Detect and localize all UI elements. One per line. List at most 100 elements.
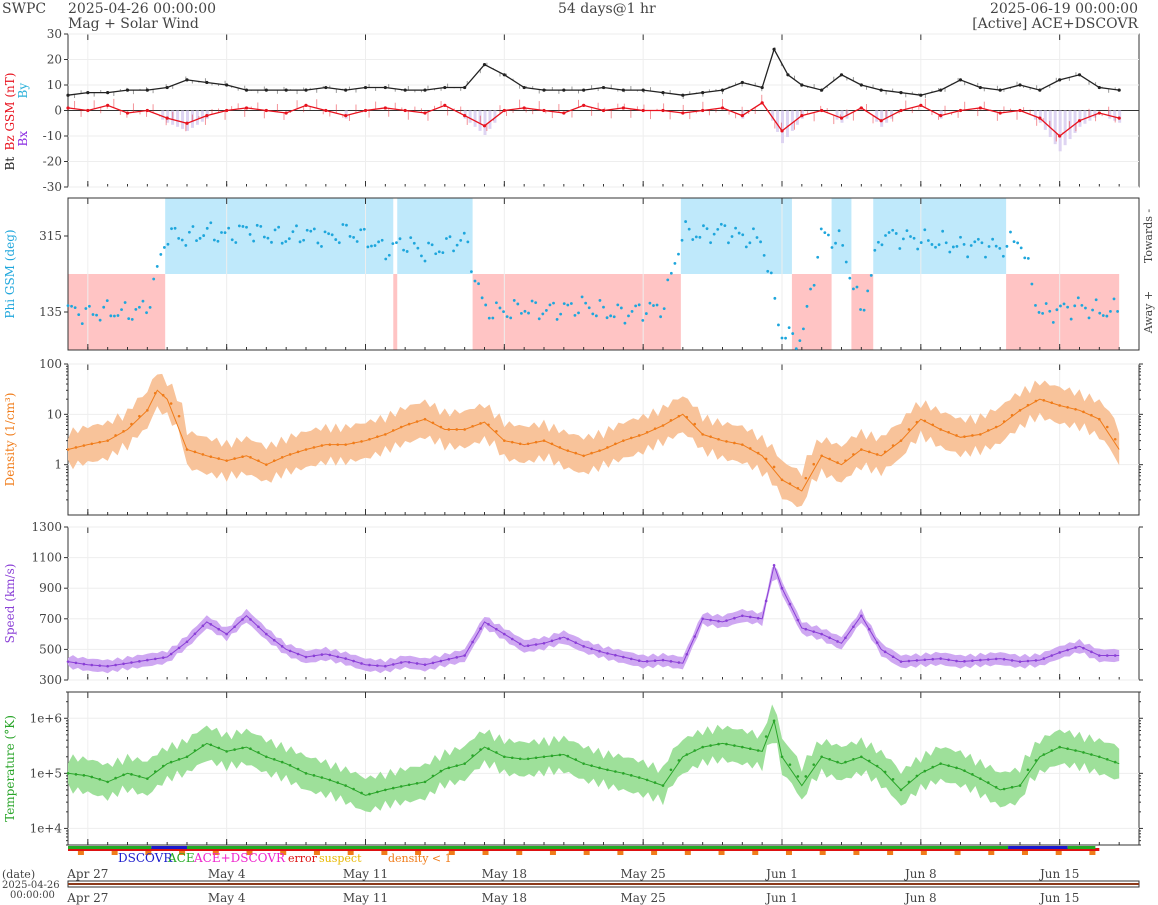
temperature-point (701, 745, 704, 749)
temperature-point (431, 774, 435, 778)
phi-point (184, 244, 188, 247)
phi-point (427, 241, 430, 245)
phi-point (562, 302, 566, 306)
phi-sector-band (393, 274, 398, 350)
temperature-point (860, 755, 863, 759)
phi-point (901, 237, 905, 241)
speed-point (384, 664, 387, 668)
density-point (265, 463, 268, 466)
density-point (979, 433, 982, 436)
phi-point (327, 232, 331, 236)
phi-point (323, 230, 327, 234)
mag-bz-point (839, 116, 844, 120)
phi-point (1019, 246, 1023, 250)
phi-point (416, 246, 420, 250)
phi-point (805, 304, 809, 308)
phi-point (912, 236, 916, 240)
bz-negative-shade (835, 110, 839, 120)
density-point (558, 446, 562, 449)
phi-point (644, 312, 648, 315)
density-point (384, 433, 387, 436)
mag-bt-point (899, 91, 903, 95)
phi-point (976, 237, 980, 241)
bz-negative-shade (473, 110, 477, 127)
density-point (1066, 405, 1069, 409)
mag-bz-point (582, 103, 586, 107)
density-point (1002, 420, 1006, 423)
density-point (249, 456, 252, 459)
mag-bt-point (786, 73, 790, 77)
phi-point (223, 231, 227, 235)
phi-point (448, 235, 452, 239)
mag-bt-point (681, 93, 685, 97)
speed-point (828, 636, 831, 640)
phi-point (762, 254, 766, 257)
density-point (185, 448, 189, 451)
speed-point (772, 563, 776, 567)
phi-point (420, 254, 423, 258)
phi-right-label-away: Away + (1142, 291, 1155, 334)
mag-bt-point (939, 88, 943, 92)
density-point (963, 435, 966, 438)
temperature-point (955, 766, 958, 770)
bz-negative-shade (785, 110, 789, 138)
temperature-point (669, 768, 673, 772)
temperature-point (360, 791, 363, 795)
mag-bt-point (800, 83, 804, 87)
temperature-point (653, 781, 657, 784)
phi-point (470, 270, 473, 274)
density-lt1-marker (684, 851, 691, 855)
temperature-point (883, 770, 887, 774)
mag-bz-point (145, 108, 149, 113)
phi-point (591, 312, 595, 316)
temperature-point (598, 766, 601, 770)
phi-point (459, 239, 463, 242)
phi-point (245, 225, 248, 229)
temperature-point (685, 753, 689, 756)
density-point (344, 443, 347, 446)
mag-bz-point (403, 108, 407, 113)
phi-point (491, 316, 495, 320)
temperature-point (90, 775, 94, 779)
phi-point (569, 302, 573, 305)
speed-point (788, 602, 792, 606)
time-start: 00:00:00 (10, 890, 55, 901)
mag-bt-point (423, 88, 427, 92)
speed-point (169, 652, 173, 656)
temperature-point (907, 780, 911, 784)
mag-bz-point (463, 114, 467, 118)
mag-bt-point (304, 88, 308, 92)
speed-point (360, 662, 363, 665)
speed-point (748, 615, 752, 619)
phi-sector-band (1006, 274, 1120, 350)
density-lt1-marker (212, 851, 219, 855)
density-point (614, 442, 617, 446)
density-point (304, 448, 308, 451)
phi-point (127, 317, 131, 320)
speed-ytick-label: 900 (39, 581, 62, 595)
density-point (844, 459, 847, 462)
phi-point (702, 224, 705, 228)
density-point (272, 459, 276, 462)
phi-point (1051, 321, 1055, 324)
speed-point (796, 618, 800, 622)
phi-point (152, 277, 156, 281)
speed-point (423, 663, 427, 666)
mag-ylabel-bx: Bx (16, 131, 30, 147)
phi-ylabel: Phi GSM (deg) (3, 229, 17, 318)
mag-bt-point (1097, 85, 1101, 90)
density-point (812, 462, 816, 466)
density-point (455, 428, 459, 431)
phi-point (473, 279, 477, 283)
speed-point (336, 655, 340, 659)
density-point (114, 434, 117, 437)
speed-point (701, 617, 704, 621)
speed-point (764, 599, 768, 603)
x-tick-label-upper: Jun 15 (1038, 867, 1079, 881)
mag-bt-point (720, 88, 725, 92)
phi-point (837, 229, 841, 233)
bz-negative-shade (1073, 110, 1077, 133)
density-lt1-marker (718, 851, 725, 855)
